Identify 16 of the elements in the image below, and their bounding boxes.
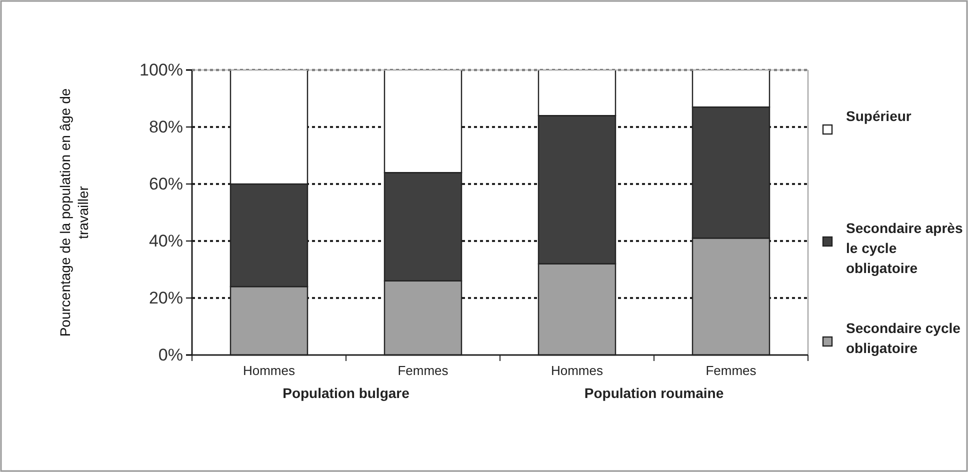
x-tick-label: Femmes [706, 363, 757, 378]
y-tick-label: 100% [140, 60, 183, 80]
y-tick-label: 0% [158, 345, 183, 364]
x-tick-label: Hommes [550, 363, 604, 378]
legend-label: Secondaire après le cycle obligatoire [846, 220, 963, 276]
y-tick-label: 40% [148, 231, 183, 250]
text: Population bulgare [282, 385, 410, 401]
y-tick-label: 60% [148, 174, 183, 194]
text: Population roumaine [584, 385, 724, 401]
legend-label: Secondaire cycle obligatoire [846, 320, 961, 356]
x-tick-label: Femmes [398, 363, 449, 378]
y-tick-label: 80% [148, 117, 183, 136]
text: Supérieur [846, 108, 912, 124]
y-tick-label: 20% [148, 288, 183, 308]
x-tick-label: Hommes [242, 363, 296, 378]
y-axis-title: Pourcentage de la population en âge de travailler [57, 88, 91, 337]
